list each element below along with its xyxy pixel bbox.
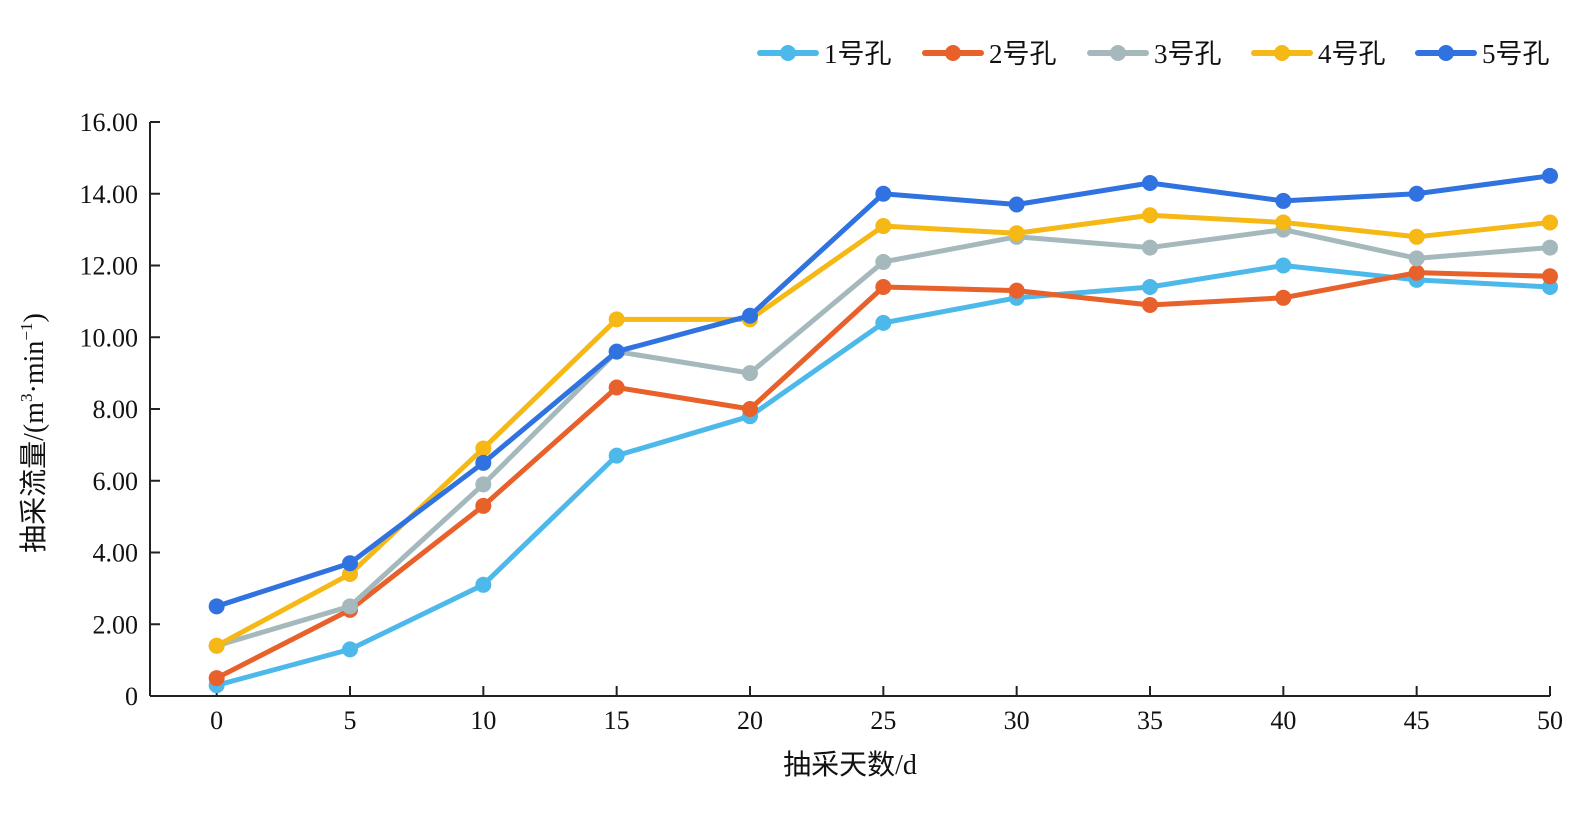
legend: 1号孔 2号孔 3号孔 4号孔 5号孔: [757, 39, 1550, 69]
data-point: [875, 185, 892, 202]
data-point: [475, 454, 492, 471]
data-point: [608, 311, 625, 328]
data-point: [742, 307, 758, 324]
y-axis-title-mid: ·min: [19, 341, 50, 394]
data-point: [875, 279, 892, 296]
data-point: [1008, 225, 1025, 242]
x-tick-label: 0: [210, 706, 223, 735]
data-point: [1142, 239, 1158, 256]
x-tick-label: 20: [737, 706, 763, 735]
series-layer: [208, 167, 1558, 694]
data-point: [1142, 174, 1158, 191]
data-point: [475, 476, 492, 493]
y-tick-label: 4.00: [93, 539, 139, 568]
data-point: [1542, 239, 1558, 256]
data-point: [1542, 214, 1558, 231]
y-tick-label: 12.00: [80, 252, 139, 281]
series-1: [208, 257, 1558, 694]
data-point: [875, 218, 892, 235]
y-axis-title: 抽采流量/(m3·min−1): [17, 313, 50, 553]
data-point: [875, 253, 892, 270]
x-tick-label: 45: [1404, 706, 1430, 735]
legend-swatch-marker: [1438, 45, 1454, 61]
legend-label: 5号孔: [1482, 39, 1550, 69]
data-point: [608, 379, 625, 396]
legend-item: 3号孔: [1087, 39, 1222, 69]
y-tick-label: 8.00: [93, 395, 139, 424]
data-point: [608, 343, 625, 360]
legend-swatch-marker: [780, 45, 796, 61]
data-point: [342, 598, 358, 615]
legend-label: 4号孔: [1318, 39, 1386, 69]
data-point: [1408, 185, 1425, 202]
data-point: [1142, 279, 1158, 296]
x-tick-label: 50: [1537, 706, 1563, 735]
legend-label: 2号孔: [989, 39, 1057, 69]
y-axis-title-sup1: 3: [17, 393, 36, 402]
data-point: [1542, 268, 1558, 285]
data-point: [1275, 289, 1292, 306]
data-point: [1008, 196, 1025, 213]
series-5: [208, 167, 1558, 615]
legend-label: 3号孔: [1154, 39, 1222, 69]
data-point: [475, 440, 492, 457]
series-line: [214, 173, 1553, 609]
y-ticks: 0 2.00 4.00 6.00 8.00 10.00 12.00 14.00 16.00: [80, 108, 160, 711]
data-point: [875, 314, 892, 331]
legend-item: 4号孔: [1251, 39, 1386, 69]
x-tick-label: 40: [1270, 706, 1296, 735]
x-tick-label: 10: [470, 706, 496, 735]
data-point: [475, 497, 492, 514]
data-point: [742, 365, 758, 382]
y-axis-title-text: 抽采流量/(m: [18, 402, 50, 553]
data-point: [1275, 214, 1292, 231]
x-axis-title: 抽采天数/d: [783, 749, 917, 781]
y-tick-label: 14.00: [80, 180, 139, 209]
data-point: [342, 641, 358, 658]
data-point: [208, 670, 225, 687]
x-tick-label: 15: [604, 706, 630, 735]
x-tick-label: 25: [870, 706, 896, 735]
data-point: [1408, 250, 1425, 267]
y-tick-label: 10.00: [80, 323, 139, 352]
y-axis-title-end: ): [19, 313, 50, 322]
legend-swatch-marker: [1110, 45, 1126, 61]
data-point: [1542, 167, 1558, 184]
legend-swatch-marker: [1274, 45, 1290, 61]
series-4: [208, 207, 1558, 654]
x-ticks: 0 5 10 15 20 25 30 35 40 45 50: [210, 686, 1563, 735]
data-point: [342, 555, 358, 572]
series-2: [208, 264, 1558, 687]
data-point: [1142, 207, 1158, 224]
data-point: [1408, 264, 1425, 281]
x-tick-label: 5: [344, 706, 357, 735]
data-point: [742, 401, 758, 417]
y-tick-label: 2.00: [93, 610, 139, 639]
y-tick-label: 0: [125, 682, 138, 711]
data-point: [1275, 192, 1292, 209]
legend-item: 5号孔: [1415, 39, 1550, 69]
data-point: [1408, 228, 1425, 245]
legend-item: 1号孔: [757, 39, 892, 69]
data-point: [208, 637, 225, 654]
legend-label: 1号孔: [824, 39, 892, 69]
y-tick-label: 16.00: [80, 108, 139, 137]
axes: 0 2.00 4.00 6.00 8.00 10.00 12.00 14.00 16.00 0 5…: [80, 108, 1564, 735]
data-point: [475, 576, 492, 593]
data-point: [1008, 282, 1025, 299]
data-point: [608, 447, 625, 464]
series-3: [208, 221, 1558, 654]
x-tick-label: 35: [1137, 706, 1163, 735]
x-tick-label: 30: [1004, 706, 1030, 735]
data-point: [1142, 296, 1158, 313]
y-tick-label: 6.00: [93, 467, 139, 496]
legend-swatch-marker: [945, 45, 961, 61]
y-axis-title-sup2: −1: [17, 322, 36, 340]
data-point: [1275, 257, 1292, 274]
legend-item: 2号孔: [922, 39, 1057, 69]
data-point: [208, 598, 225, 615]
